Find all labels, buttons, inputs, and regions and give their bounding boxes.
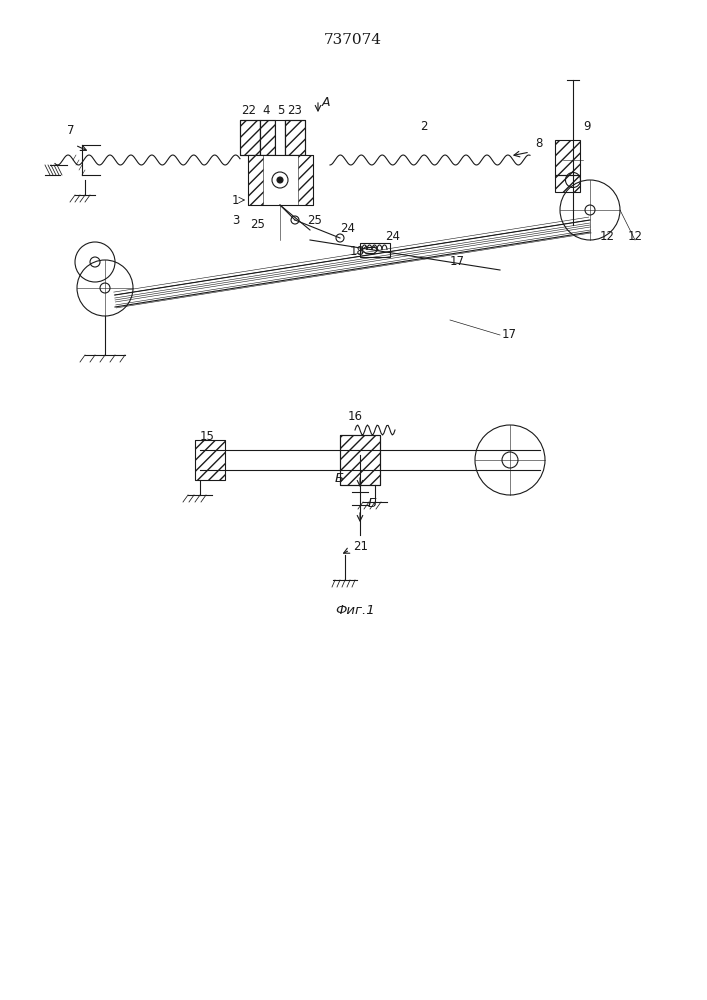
- Bar: [340, 435, 380, 485]
- Text: 25: 25: [307, 214, 322, 227]
- Circle shape: [277, 177, 283, 183]
- Text: 22: 22: [241, 104, 256, 116]
- Bar: [240, 120, 260, 155]
- Bar: [298, 155, 313, 205]
- Bar: [260, 120, 275, 155]
- Bar: [360, 243, 390, 257]
- Text: 737074: 737074: [324, 33, 382, 47]
- Text: 12: 12: [628, 230, 643, 243]
- Text: 17: 17: [450, 255, 465, 268]
- Text: 8: 8: [535, 137, 542, 150]
- Text: Б: Б: [368, 497, 377, 510]
- Bar: [260, 120, 275, 155]
- Bar: [248, 155, 313, 205]
- Bar: [555, 140, 580, 175]
- Text: 5: 5: [277, 104, 284, 116]
- Bar: [285, 120, 305, 155]
- Bar: [340, 435, 380, 485]
- Text: Б: Б: [335, 472, 344, 485]
- Bar: [195, 440, 225, 480]
- Text: 9: 9: [583, 120, 590, 133]
- Bar: [285, 120, 305, 155]
- Bar: [240, 120, 260, 155]
- Bar: [555, 175, 580, 192]
- Text: 18: 18: [350, 245, 365, 258]
- Text: 24: 24: [340, 222, 355, 235]
- Text: A: A: [322, 96, 330, 108]
- Bar: [248, 155, 263, 205]
- Text: 23: 23: [287, 104, 302, 116]
- Text: 7: 7: [67, 123, 74, 136]
- Text: Фиг.1: Фиг.1: [335, 603, 375, 616]
- Text: 17: 17: [502, 328, 517, 341]
- Text: 3: 3: [232, 214, 240, 227]
- Text: 15: 15: [200, 430, 215, 443]
- Text: 21: 21: [353, 540, 368, 553]
- Text: 1: 1: [232, 194, 240, 207]
- Bar: [275, 120, 285, 155]
- Text: 24: 24: [385, 230, 400, 243]
- Text: 12: 12: [600, 230, 615, 243]
- Bar: [195, 440, 225, 480]
- Text: 16: 16: [348, 410, 363, 423]
- Text: 2: 2: [420, 120, 428, 133]
- Text: 4: 4: [262, 104, 269, 116]
- Text: 25: 25: [250, 218, 265, 231]
